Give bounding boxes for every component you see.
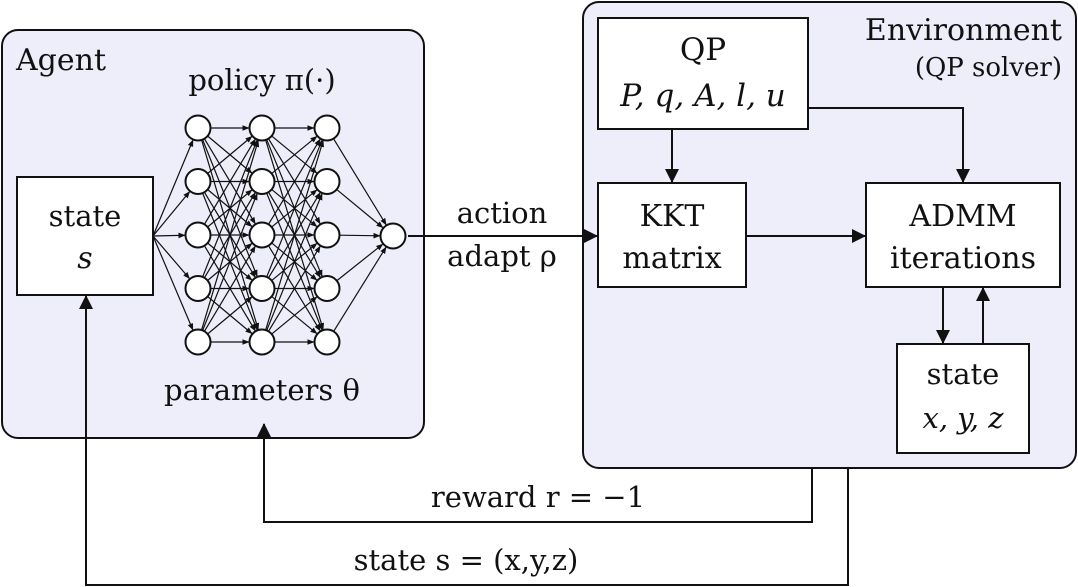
- network-node: [248, 221, 276, 249]
- parameters-label: parameters θ: [164, 373, 360, 407]
- agent-state-box-line1: state: [49, 199, 122, 233]
- network-node: [313, 168, 341, 195]
- network-connection: [266, 192, 323, 331]
- network-connection: [271, 135, 318, 175]
- network-node: [313, 328, 341, 356]
- policy-network-nodes: [184, 114, 407, 356]
- kkt-box: KKT matrix: [597, 182, 747, 288]
- network-node: [313, 221, 341, 249]
- network-node: [248, 275, 276, 302]
- environment-subtitle: (QP solver): [915, 53, 1062, 83]
- admm-box: ADMM iterations: [865, 182, 1061, 288]
- qp-to-admm-arrow: [808, 107, 970, 183]
- network-connection: [267, 138, 322, 225]
- state-to-network-inputs: [152, 139, 194, 331]
- network-node: [184, 168, 212, 195]
- environment-title: Environment: [865, 13, 1062, 48]
- state-input-connection: [152, 235, 191, 280]
- network-connection: [203, 245, 257, 332]
- network-connection: [333, 246, 387, 332]
- action-label: action: [457, 196, 548, 230]
- network-connection: [267, 245, 322, 332]
- reward-feedback-arrow: [257, 423, 813, 523]
- network-connection: [333, 138, 387, 226]
- kkt-box-line1: KKT: [640, 199, 705, 234]
- network-node: [184, 275, 212, 302]
- network-connection: [336, 188, 384, 229]
- network-output-node: [379, 222, 407, 250]
- state-input-connection: [152, 235, 194, 331]
- network-connection: [265, 139, 325, 331]
- network-connection: [202, 192, 258, 331]
- network-node: [313, 114, 341, 142]
- network-connection: [201, 139, 260, 331]
- network-connection: [336, 243, 384, 282]
- network-connection: [271, 295, 318, 335]
- env-state-box-line1: state: [927, 357, 1000, 391]
- agent-panel: Agent policy π(·) parameters θ state s: [1, 29, 425, 439]
- reward-label: reward r = −1: [431, 480, 645, 514]
- state-feedback-label: state s = (x,y,z): [354, 543, 579, 577]
- state-feedback-arrow: [79, 295, 849, 586]
- state-input-connection: [152, 139, 194, 237]
- adapt-rho-label: adapt ρ: [447, 239, 557, 273]
- state-input-connection: [152, 232, 186, 239]
- network-node: [313, 275, 341, 302]
- agent-state-box-line2: s: [77, 241, 92, 276]
- network-connection: [339, 232, 381, 239]
- admm-box-line2: iterations: [890, 241, 1036, 276]
- network-node: [248, 168, 276, 195]
- network-node: [248, 114, 276, 142]
- agent-state-box: state s: [16, 176, 154, 296]
- policy-network-edges: [201, 125, 387, 345]
- kkt-box-line2: matrix: [622, 241, 721, 276]
- env-state-box: state x, y, z: [896, 343, 1030, 454]
- env-state-box-line2: x, y, z: [922, 401, 1004, 435]
- policy-label: policy π(·): [188, 63, 335, 97]
- agent-title: Agent: [15, 43, 106, 78]
- network-connection: [202, 139, 258, 278]
- network-connection: [207, 135, 253, 174]
- qp-box-line2: P, q, A, l, u: [619, 78, 786, 114]
- environment-panel: Environment (QP solver) QP P, q, A, l, u…: [582, 1, 1077, 469]
- network-node: [184, 114, 212, 142]
- qp-box: QP P, q, A, l, u: [597, 17, 809, 130]
- network-connection: [203, 138, 257, 225]
- state-input-connection: [152, 190, 191, 237]
- network-node: [184, 328, 212, 356]
- network-connection: [266, 139, 323, 278]
- network-node: [184, 221, 212, 249]
- network-node: [248, 328, 276, 356]
- network-connection: [207, 296, 253, 335]
- qp-box-line1: QP: [680, 32, 726, 68]
- admm-box-line1: ADMM: [908, 199, 1016, 234]
